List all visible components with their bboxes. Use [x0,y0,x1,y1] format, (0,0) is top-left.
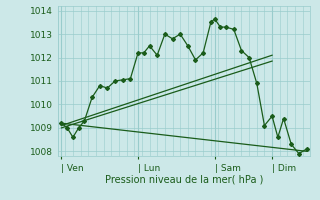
X-axis label: Pression niveau de la mer( hPa ): Pression niveau de la mer( hPa ) [105,174,263,184]
